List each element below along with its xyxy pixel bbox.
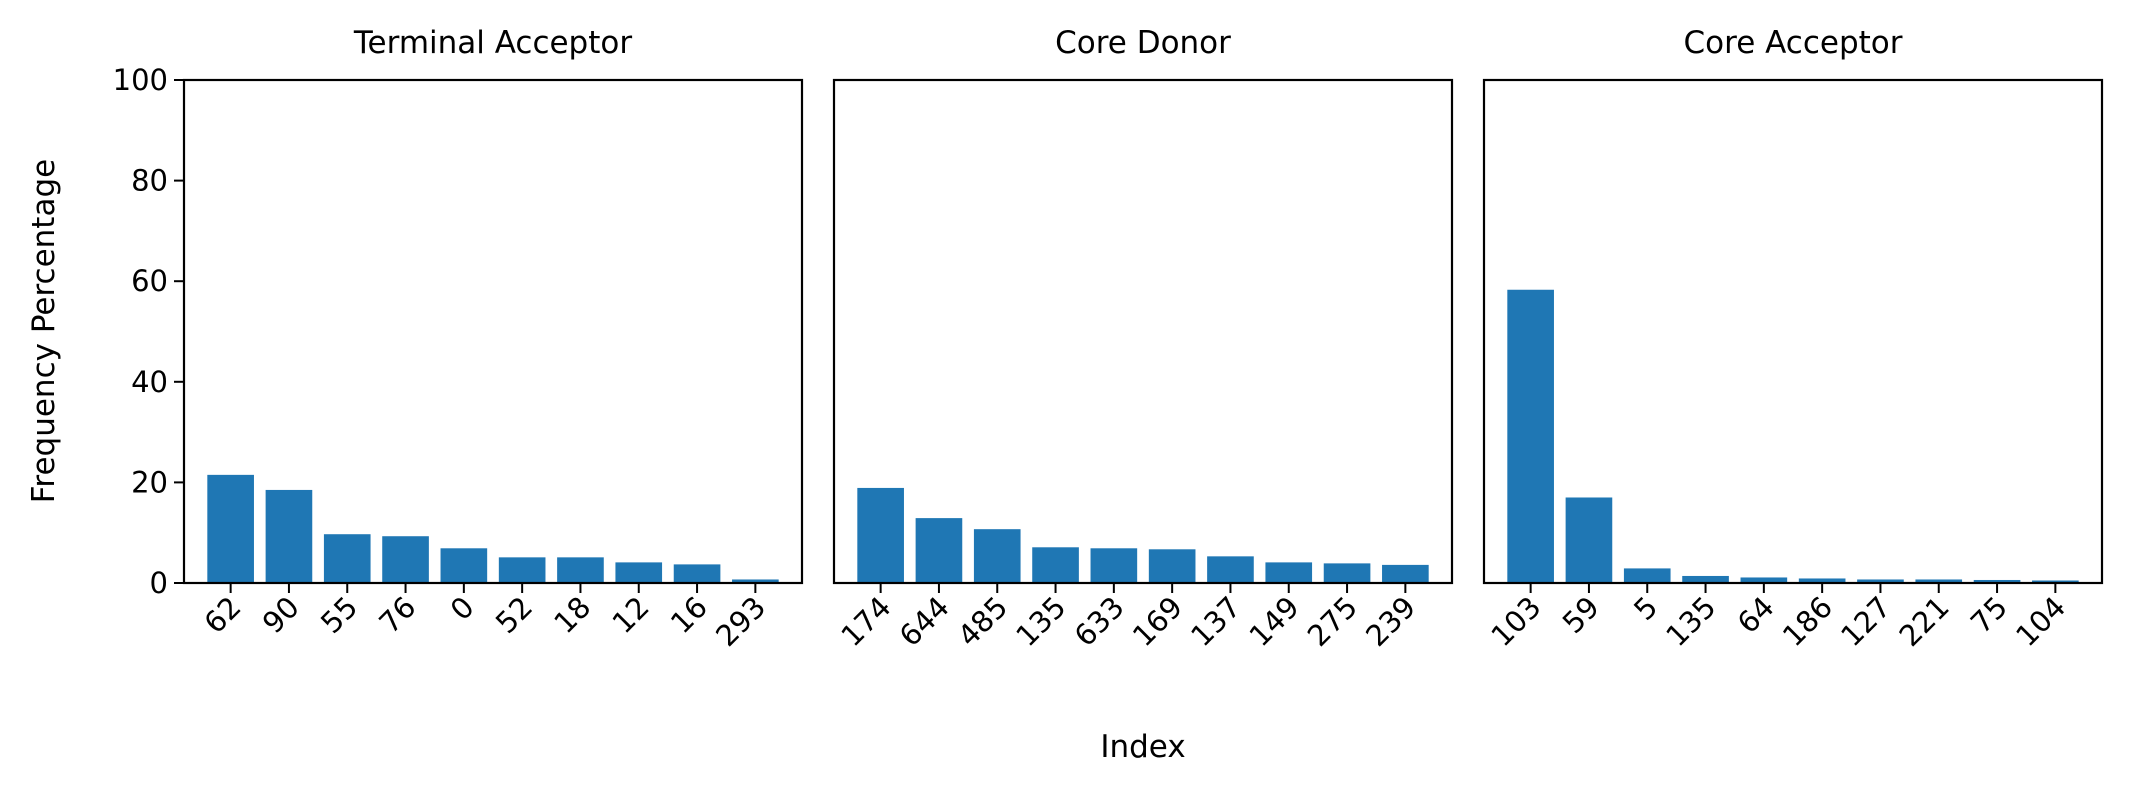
bar-core-donor-644 [915,518,963,583]
bar-core-donor-149 [1265,562,1313,583]
bar-terminal-acceptor-90 [265,489,313,583]
bar-core-acceptor-221 [1915,579,1963,583]
bar-core-donor-137 [1207,556,1254,583]
bar-core-donor-169 [1148,549,1196,583]
bars-terminal-acceptor [207,474,779,583]
bar-terminal-acceptor-12 [615,562,663,583]
bar-terminal-acceptor-0 [440,548,488,583]
plot-frame-terminal-acceptor [182,78,804,585]
bar-core-acceptor-64 [1740,577,1788,583]
bar-core-donor-275 [1323,563,1371,583]
plot-frame-core-donor [832,78,1454,585]
y-tick-label-80: 80 [131,164,168,198]
bar-terminal-acceptor-52 [498,557,546,583]
bar-terminal-acceptor-18 [557,557,604,583]
y-tick-label-20: 20 [131,465,168,499]
bar-core-acceptor-103 [1507,289,1554,583]
y-tick-label-40: 40 [131,365,168,399]
panel-title-core-donor: Core Donor [1055,25,1231,61]
bar-core-acceptor-104 [2032,580,2079,583]
bars-core-acceptor [1507,289,2079,583]
y-tick-label-60: 60 [131,264,168,298]
y-ticks-terminal-acceptor: 0 20 40 60 80 100 [113,63,184,600]
bar-terminal-acceptor-62 [207,474,254,583]
bar-core-acceptor-127 [1857,579,1904,583]
bar-terminal-acceptor-16 [673,564,721,583]
bars-core-donor [857,487,1429,583]
panel-title-terminal-acceptor: Terminal Acceptor [353,25,632,61]
y-axis-label: Frequency Percentage [26,159,62,503]
bar-core-donor-239 [1382,564,1429,583]
bar-terminal-acceptor-55 [323,534,371,583]
bar-core-acceptor-75 [1973,579,2021,583]
y-tick-label-100: 100 [113,63,168,97]
x-axis-label: Index [1100,729,1185,765]
plot-frame-core-acceptor [1482,78,2104,585]
bar-core-acceptor-59 [1565,497,1613,583]
y-tick-label-0: 0 [150,566,168,600]
bar-core-donor-174 [857,487,904,583]
panel-title-core-acceptor: Core Acceptor [1684,25,1903,61]
bar-core-donor-485 [973,529,1021,583]
bar-terminal-acceptor-76 [382,536,429,583]
bar-core-acceptor-5 [1623,568,1671,583]
bar-core-acceptor-186 [1798,578,1846,583]
bar-core-donor-135 [1032,547,1079,583]
bar-core-donor-633 [1090,548,1138,583]
bar-terminal-acceptor-293 [732,579,779,583]
bar-core-acceptor-135 [1682,575,1729,583]
